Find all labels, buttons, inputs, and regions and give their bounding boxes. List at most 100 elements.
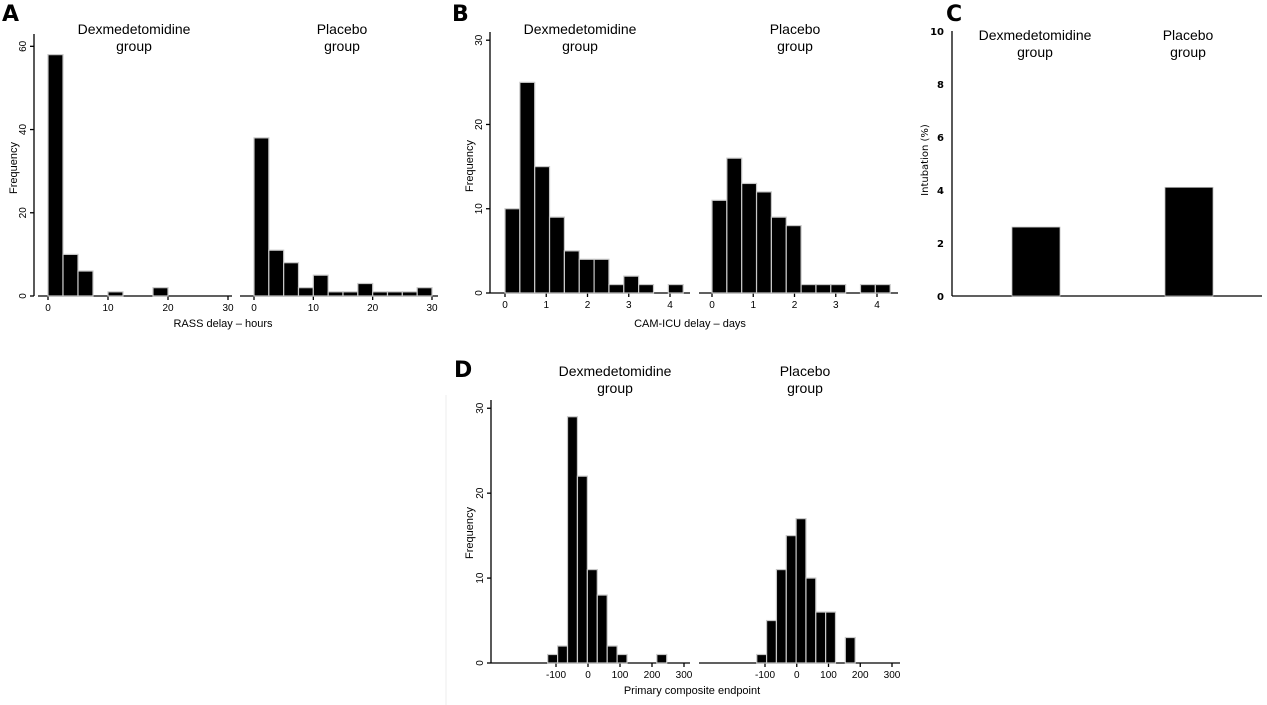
y-tick-label-C: 8 [937,80,944,91]
histogram-bar-D [844,636,856,664]
histogram-bar-B [815,283,832,294]
x-tick-label-B: 4 [874,300,880,311]
histogram-bar-B [534,166,551,294]
x-tick-label-B: 3 [833,300,839,311]
group-title-C: group [1017,44,1053,60]
y-tick-label-D: 20 [475,487,486,499]
y-tick-label-C: 0 [937,292,944,303]
panel-label-d: D [454,358,472,383]
panel-label-c: C [946,2,962,27]
histogram-bar-A [297,287,314,297]
histogram-bar-B [578,258,595,294]
histogram-bar-A [327,291,344,297]
y-axis-label-B: Frequency [464,140,476,192]
group-title-C: Dexmedetomidine [979,27,1092,43]
x-tick-label-A: 0 [251,303,257,314]
y-tick-label-C: 4 [937,186,944,197]
histogram-bar-B [548,216,565,294]
histogram-bar-A [283,262,300,297]
group-title-B: group [777,38,813,54]
x-tick-label-B: 0 [709,300,715,311]
histogram-bar-A [386,291,403,297]
x-tick-label-D: 200 [644,670,661,681]
histogram-bar-B [504,208,521,294]
panel-label-b: B [452,2,469,27]
group-title-B: Dexmedetomidine [524,21,637,37]
histogram-bar-B [859,283,876,294]
x-tick-label-D: 200 [852,670,869,681]
histogram-bar-D [606,645,618,664]
y-tick-label-A: 20 [18,207,29,219]
histogram-bar-A [312,274,329,297]
histogram-bar-B [785,224,802,294]
histogram-bar-A [77,270,94,297]
bar-C [1011,226,1061,297]
group-title-D: Placebo [780,363,831,379]
histogram-bar-D [556,645,569,664]
x-tick-label-D: 300 [884,670,901,681]
histogram-bar-A [342,291,359,297]
histogram-bar-B [519,81,536,294]
x-tick-label-B: 2 [792,300,798,311]
x-tick-label-A: 20 [367,303,379,314]
histogram-bar-D [756,653,768,664]
x-tick-label-D: 300 [676,670,693,681]
histogram-bar-B [741,182,758,294]
y-axis-label-C: Intubation (%) [920,124,931,196]
x-tick-label-A: 10 [308,303,320,314]
histogram-bar-D [775,568,787,664]
x-tick-label-A: 30 [222,303,234,314]
histogram-bar-B [800,283,817,294]
histogram-bar-B [667,283,684,294]
y-tick-label-D: 10 [475,572,486,584]
histogram-bar-D [815,611,827,664]
histogram-bar-A [268,249,285,297]
x-tick-label-D: 100 [612,670,629,681]
histogram-bar-D [616,653,628,664]
histogram-bar-B [593,258,610,294]
histogram-bar-B [638,283,655,294]
y-tick-label-D: 0 [475,660,486,666]
y-tick-label-A: 40 [18,124,29,136]
y-tick-label-C: 6 [937,133,944,144]
y-tick-label-B: 0 [474,290,485,296]
histogram-bar-A [401,291,418,297]
histogram-bar-D [586,568,598,664]
histogram-bar-D [805,577,817,664]
x-tick-label-A: 10 [102,303,114,314]
y-tick-label-B: 10 [474,203,485,215]
histogram-bar-B [874,283,891,294]
x-tick-label-A: 20 [162,303,174,314]
histogram-bar-A [62,253,79,297]
group-title-D: group [787,380,823,396]
histogram-bar-A [416,287,433,297]
group-title-B: group [562,38,598,54]
histogram-bar-D [765,619,778,664]
x-tick-label-A: 0 [45,303,51,314]
group-title-A: Placebo [317,21,368,37]
y-tick-label-C: 2 [937,239,944,250]
y-tick-label-B: 20 [474,118,485,130]
histogram-bar-D [785,535,797,664]
x-tick-label-B: 3 [626,300,632,311]
x-tick-label-D: 0 [585,670,591,681]
y-tick-label-A: 60 [18,40,29,52]
y-tick-label-D: 30 [475,402,486,414]
histogram-bar-B [623,275,640,294]
x-axis-label-A: RASS delay – hours [173,318,273,330]
panel-label-a: A [2,2,19,27]
x-tick-label-D: -100 [755,670,775,681]
histogram-bar-B [711,199,728,294]
group-title-A: group [324,38,360,54]
group-title-B: Placebo [770,21,821,37]
histogram-bar-B [563,250,580,294]
group-title-C: group [1170,44,1206,60]
histogram-bar-D [596,594,608,664]
x-tick-label-B: 4 [667,300,673,311]
x-tick-label-D: 0 [794,670,800,681]
x-tick-label-B: 2 [585,300,591,311]
x-tick-label-B: 1 [750,300,756,311]
group-title-A: group [116,38,152,54]
